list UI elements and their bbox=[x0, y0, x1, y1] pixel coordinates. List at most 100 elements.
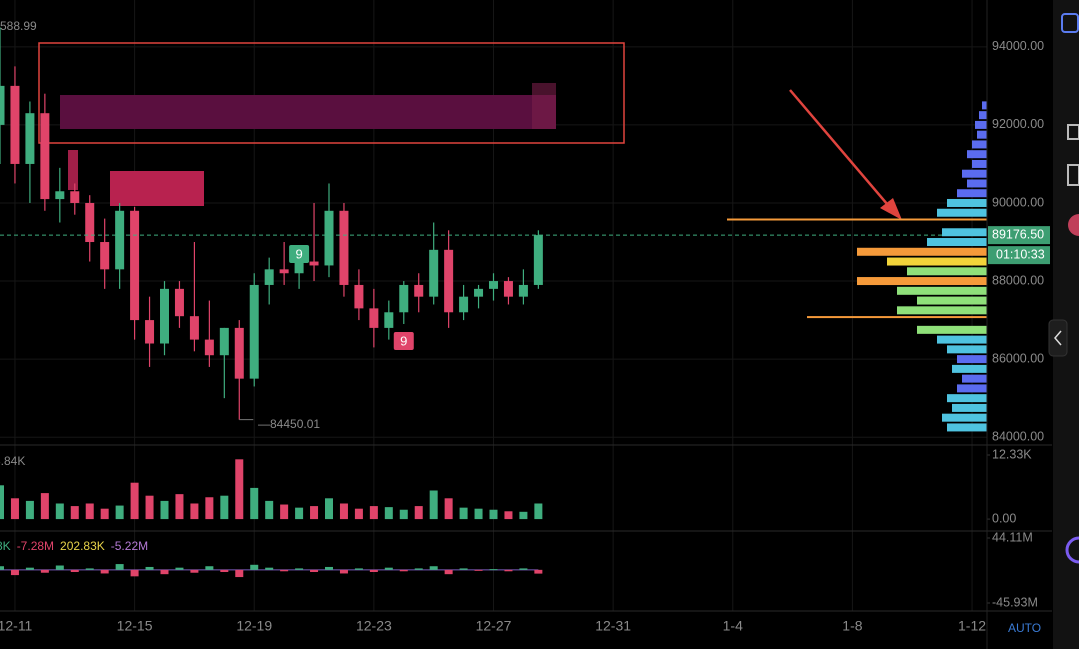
y-tick-label: -45.93M bbox=[992, 595, 1038, 609]
flow-bar bbox=[489, 569, 498, 571]
profile-bar bbox=[972, 159, 987, 168]
volume-bar bbox=[474, 508, 483, 520]
y-tick-label: 44.11M bbox=[992, 530, 1033, 544]
flow-legend: 8K bbox=[0, 539, 11, 553]
candle-body bbox=[369, 308, 379, 328]
toolbar-icon[interactable] bbox=[1067, 164, 1079, 186]
candle-body bbox=[279, 269, 289, 274]
profile-bar bbox=[907, 267, 987, 276]
profile-bar bbox=[957, 355, 987, 364]
candle-body bbox=[399, 284, 409, 313]
ai-button[interactable] bbox=[1065, 536, 1079, 564]
x-tick-label: 1-4 bbox=[723, 618, 743, 634]
countdown: 01:10:33 bbox=[996, 247, 1045, 261]
flow-bar bbox=[474, 569, 483, 571]
flow-bar bbox=[115, 564, 124, 570]
zone-pink bbox=[110, 171, 204, 206]
volume-bar bbox=[235, 459, 244, 520]
volume-bar bbox=[489, 509, 498, 520]
flow-legend: -5.22M bbox=[111, 539, 148, 553]
flow-bar bbox=[0, 566, 4, 570]
x-tick-label: 12-27 bbox=[476, 618, 512, 634]
volume-bar bbox=[10, 498, 19, 520]
candle-body bbox=[294, 261, 304, 274]
flow-bar bbox=[25, 567, 34, 570]
profile-bar bbox=[947, 394, 987, 403]
flow-bar bbox=[429, 566, 438, 570]
flow-bar bbox=[295, 568, 304, 570]
volume-bar bbox=[519, 511, 528, 520]
scale-mode[interactable]: AUTO bbox=[1008, 621, 1041, 635]
flow-legend: 202.83K bbox=[60, 539, 105, 553]
high-label: 588.99 bbox=[0, 19, 37, 33]
flow-bar bbox=[235, 569, 244, 578]
profile-bar bbox=[962, 169, 987, 178]
price-tag bbox=[988, 226, 1050, 245]
profile-bar bbox=[947, 423, 987, 432]
candle-body bbox=[40, 113, 50, 200]
flow-bar bbox=[55, 565, 64, 570]
y-tick-label: 12.33K bbox=[992, 447, 1032, 461]
volume-bar bbox=[250, 487, 259, 520]
flow-legend: -7.28M bbox=[17, 539, 54, 553]
candle-body bbox=[219, 327, 229, 356]
zone-pink-small bbox=[68, 150, 78, 190]
profile-bar bbox=[957, 384, 987, 393]
annotation-arrow bbox=[789, 89, 894, 212]
flow-bar bbox=[265, 567, 274, 570]
x-tick-label: 12-19 bbox=[236, 618, 272, 634]
flow-bar bbox=[369, 569, 378, 573]
signal-badge bbox=[289, 245, 310, 263]
zone-purple-edge bbox=[532, 83, 556, 129]
volume-bar bbox=[205, 497, 214, 520]
candle-body bbox=[249, 284, 259, 379]
flow-bar bbox=[384, 567, 393, 570]
flow-bar bbox=[399, 569, 408, 572]
y-tick-label: 88000.00 bbox=[992, 273, 1044, 287]
candle-body bbox=[444, 249, 454, 313]
volume-bar bbox=[145, 495, 154, 520]
flow-bar bbox=[205, 566, 214, 570]
profile-bar bbox=[947, 345, 987, 354]
x-tick-label: 12-15 bbox=[117, 618, 153, 634]
candle-body bbox=[384, 312, 394, 328]
candle-body bbox=[115, 210, 125, 270]
profile-bar bbox=[962, 374, 987, 383]
collapse-button[interactable] bbox=[1048, 319, 1068, 357]
profile-bar bbox=[942, 228, 987, 237]
flow-bar bbox=[85, 568, 94, 570]
flow-bar bbox=[459, 568, 468, 570]
profile-bar bbox=[972, 140, 987, 149]
candle-body bbox=[309, 261, 319, 266]
volume-bar bbox=[190, 503, 199, 520]
profile-bar bbox=[857, 247, 987, 256]
signal-badge bbox=[393, 332, 414, 350]
flow-bar bbox=[534, 569, 543, 574]
profile-bar bbox=[917, 296, 987, 305]
arrow-head bbox=[880, 198, 902, 220]
zone-purple bbox=[60, 95, 556, 129]
volume-bar bbox=[40, 493, 49, 520]
flow-bar bbox=[444, 569, 453, 575]
candle-body bbox=[474, 288, 484, 297]
volume-bar bbox=[295, 507, 304, 520]
y-tick-label: 86000.00 bbox=[992, 351, 1044, 365]
profile-bar bbox=[807, 316, 987, 319]
profile-bar bbox=[957, 189, 987, 198]
volume-bar bbox=[100, 508, 109, 520]
flow-bar bbox=[354, 568, 363, 570]
volume-bar bbox=[85, 503, 94, 520]
toolbar-icon[interactable] bbox=[1067, 124, 1079, 140]
volume-bar bbox=[534, 503, 543, 520]
volume-bar bbox=[175, 494, 184, 520]
candle-body bbox=[354, 284, 364, 309]
volume-bar bbox=[384, 507, 393, 520]
profile-bar bbox=[982, 101, 987, 110]
profile-bar bbox=[977, 130, 987, 139]
toolbar-icon[interactable] bbox=[1061, 13, 1079, 33]
candle-body bbox=[100, 242, 110, 270]
profile-bar bbox=[952, 403, 987, 412]
toolbar-avatar[interactable] bbox=[1068, 214, 1079, 236]
